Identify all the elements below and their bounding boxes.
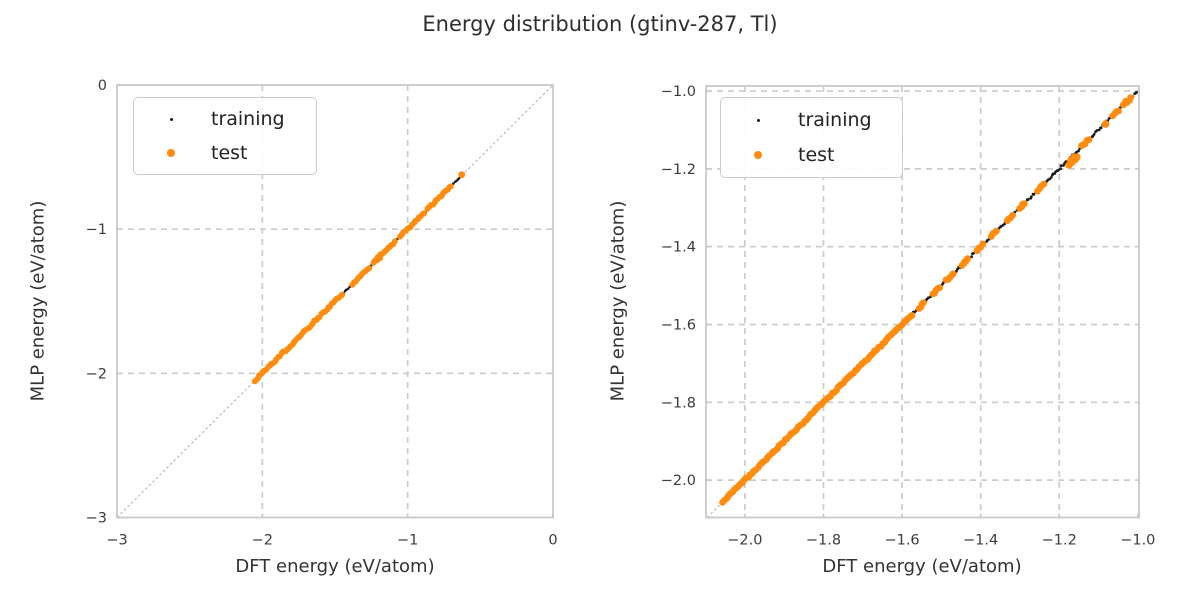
test-data-point [1085,136,1093,144]
training-data-point [346,287,350,291]
x-tick-label: 0 [548,533,557,549]
training-data-point [1135,91,1138,94]
training-data-point [1049,176,1053,179]
x-tick-label: −1.2 [1042,533,1077,549]
y-tick-label: −2 [86,366,107,382]
test-data-point [1070,153,1078,161]
training-data-point [1097,128,1101,132]
legend-item-test: test [134,136,316,170]
test-data-point [1122,97,1130,106]
y-tick-label: −1.4 [661,240,696,256]
test-data-point [458,171,466,179]
training-data-point [1057,168,1060,172]
legend-label-test: test [211,142,248,164]
test-data-point [936,284,944,291]
test-data-point [377,251,384,259]
right-legend: training test [720,97,903,178]
x-tick-label: −1.4 [963,533,998,549]
test-data-point [992,227,1000,235]
test-marker-icon [754,151,762,159]
training-data-point [1092,133,1096,136]
test-data-point [979,240,987,248]
test-data-point [1020,200,1028,208]
x-tick-label: −1.6 [884,533,919,549]
legend-item-test: test [721,138,902,172]
y-tick-label: −1.2 [661,162,696,178]
figure-title: Energy distribution (gtinv-287, Tl) [422,12,778,36]
test-data-point [366,265,373,272]
test-data-point [1115,107,1122,115]
y-tick-label: −1.6 [661,318,696,334]
axes-frame [116,84,554,519]
right-xaxis-label: DFT energy (eV/atom) [822,556,1022,577]
right-yaxis-label: MLP energy (eV/atom) [607,200,629,402]
legend-item-training: training [134,102,316,136]
x-tick-label: −1 [397,533,418,549]
test-data-point [339,291,345,298]
training-data-point [1029,195,1033,199]
test-data-point [1009,211,1016,219]
test-data-point [908,312,916,319]
training-data-point [1095,129,1099,132]
legend-label-test: test [798,144,835,166]
test-marker-icon [167,149,175,157]
training-data-point [1026,198,1030,201]
training-data-point [457,177,461,180]
training-data-point [1099,126,1103,130]
legend-label-training: training [211,108,285,130]
y-tick-label: −1.0 [661,84,696,100]
training-data-point [1059,164,1063,168]
training-data-point [1077,149,1080,153]
left-legend: training test [133,97,317,175]
test-data-point [1040,180,1048,188]
y-tick-label: −2.0 [661,473,696,489]
y-tick-label: −3 [86,511,107,527]
test-data-point [964,255,971,263]
test-data-point [421,210,427,217]
training-data-point [1059,167,1062,171]
y-tick-label: −1.8 [661,395,696,411]
training-marker-icon [756,118,760,122]
test-data-point [391,238,398,245]
test-data-point [1101,120,1110,128]
x-tick-label: −1.0 [1120,533,1155,549]
left-xaxis-label: DFT energy (eV/atom) [235,556,435,577]
axes-frame [705,85,1140,519]
training-data-point [1032,193,1036,196]
training-marker-icon [169,117,173,121]
left-yaxis-label: MLP energy (eV/atom) [27,200,49,402]
test-data-point [920,299,927,306]
training-data-point [927,296,930,300]
y-tick-label: −1 [86,222,107,238]
y-tick-label: 0 [98,78,107,94]
x-tick-label: −2 [252,533,273,549]
legend-item-training: training [721,103,902,137]
test-data-point [949,270,957,278]
test-data-point [447,183,454,190]
legend-label-training: training [798,109,872,131]
x-tick-label: −3 [106,533,127,549]
x-tick-label: −2.0 [727,533,762,549]
x-tick-label: −1.8 [806,533,841,549]
training-data-point [970,255,973,259]
